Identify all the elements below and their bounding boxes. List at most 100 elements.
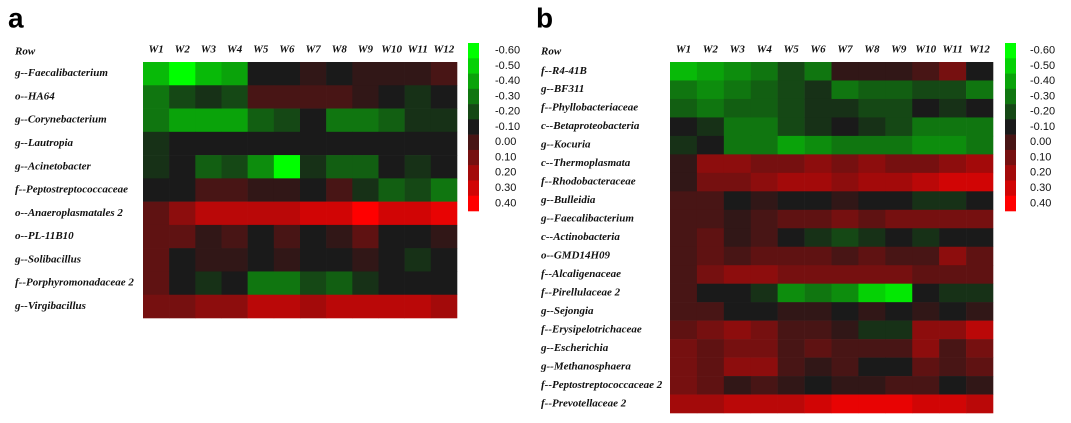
colorbar-block — [468, 149, 479, 166]
heatmap-cell — [885, 265, 913, 284]
heatmap-cell — [750, 117, 778, 137]
heatmap-cell — [831, 209, 859, 229]
heatmap-cell — [885, 62, 913, 81]
heatmap-cell — [939, 320, 967, 340]
heatmap-cell — [247, 201, 275, 226]
heatmap-cell — [221, 131, 248, 156]
heatmap-cell — [750, 191, 778, 211]
heatmap-cell — [777, 357, 805, 377]
heatmap-cell — [300, 131, 327, 156]
column-label: W2 — [175, 44, 191, 56]
colorbar-block — [1005, 119, 1016, 135]
colorbar-label: 0.00 — [495, 136, 516, 148]
row-label: g--Solibacillus — [14, 253, 81, 265]
heatmap-cell — [696, 117, 725, 137]
heatmap-cell — [858, 98, 886, 118]
heatmap-cell — [430, 294, 458, 319]
heatmap-cell — [939, 265, 967, 284]
heatmap-cell — [966, 80, 994, 100]
heatmap-cell — [858, 265, 886, 284]
heatmap-cell — [885, 320, 913, 340]
heatmap-cell — [326, 294, 353, 319]
heatmap-cell — [885, 228, 913, 248]
heatmap-cell — [326, 85, 353, 109]
heatmap-cell — [804, 62, 832, 81]
heatmap-cell — [723, 376, 752, 395]
heatmap-cell — [273, 178, 301, 202]
column-label: W2 — [703, 44, 719, 56]
colorbar-block — [468, 165, 479, 181]
heatmap-cell — [939, 302, 967, 321]
heatmap-cell — [885, 98, 913, 118]
heatmap-cell — [966, 117, 994, 137]
colorbar-block — [1005, 88, 1016, 105]
heatmap-cell — [750, 320, 778, 340]
heatmap-cell — [404, 178, 432, 202]
heatmap-cell — [195, 62, 222, 86]
row-label: g--Bulleidia — [540, 194, 596, 206]
heatmap-cell — [430, 62, 458, 86]
colorbar-label: -0.50 — [495, 60, 520, 72]
heatmap-cell — [750, 62, 778, 81]
heatmap-cell — [939, 80, 967, 100]
heatmap-cell — [804, 339, 832, 358]
heatmap-cell — [885, 209, 913, 229]
colorbar-block — [1005, 149, 1016, 166]
colorbar-label: -0.60 — [1030, 45, 1055, 57]
heatmap-cell — [939, 117, 967, 137]
heatmap-cell — [670, 394, 698, 414]
heatmap-cell — [195, 271, 222, 296]
heatmap-cell — [966, 302, 994, 321]
column-label: W9 — [891, 44, 907, 56]
heatmap-cell — [966, 209, 994, 229]
heatmap-cell — [750, 135, 778, 155]
heatmap-cell — [696, 62, 725, 81]
heatmap-cell — [143, 248, 170, 272]
heatmap-cell — [378, 108, 405, 133]
heatmap-cell — [804, 80, 832, 100]
heatmap-cell — [273, 201, 301, 226]
heatmap-cell — [804, 209, 832, 229]
heatmap-cell — [885, 339, 913, 358]
heatmap-cell — [723, 265, 752, 284]
column-label: W11 — [943, 44, 963, 56]
heatmap-cell — [912, 302, 940, 321]
heatmap-cell — [696, 172, 725, 192]
heatmap-cell — [169, 201, 196, 226]
heatmap-cell — [777, 62, 805, 81]
heatmap-cell — [912, 320, 940, 340]
heatmap-cell — [696, 98, 725, 118]
heatmap-cell — [195, 201, 222, 226]
colorbar-label: 0.10 — [495, 151, 516, 163]
colorbar-block — [468, 73, 479, 90]
heatmap-cell — [885, 80, 913, 100]
heatmap-cell — [858, 117, 886, 137]
column-label: W6 — [279, 44, 295, 56]
heatmap-cell — [912, 209, 940, 229]
row-label: o--HA64 — [15, 90, 55, 102]
heatmap-cell — [195, 131, 222, 156]
heatmap-cell — [723, 209, 752, 229]
heatmap-cell — [169, 155, 196, 179]
colorbar-block — [468, 43, 479, 59]
heatmap-cell — [750, 394, 778, 414]
heatmap-cell — [326, 224, 353, 249]
heatmap-cell — [696, 376, 725, 395]
heatmap-cell — [670, 302, 698, 321]
heatmap-cell — [143, 155, 170, 179]
heatmap-cell — [696, 209, 725, 229]
heatmap-cell — [273, 155, 301, 179]
heatmap-cell — [750, 80, 778, 100]
heatmap-cell — [352, 131, 379, 156]
heatmap-cell — [247, 294, 275, 319]
column-label: W1 — [148, 44, 163, 56]
heatmap-cell — [300, 248, 327, 272]
heatmap-cell — [966, 265, 994, 284]
row-label: f--Peptostreptococcaceae — [15, 184, 128, 196]
heatmap-cell — [804, 172, 832, 192]
row-label: f--Rhodobacteraceae — [541, 176, 636, 188]
heatmap-cell — [430, 224, 458, 249]
colorbar-label: 0.00 — [1030, 136, 1051, 148]
colorbar-label: -0.10 — [1030, 121, 1055, 133]
heatmap-cell — [670, 357, 698, 377]
